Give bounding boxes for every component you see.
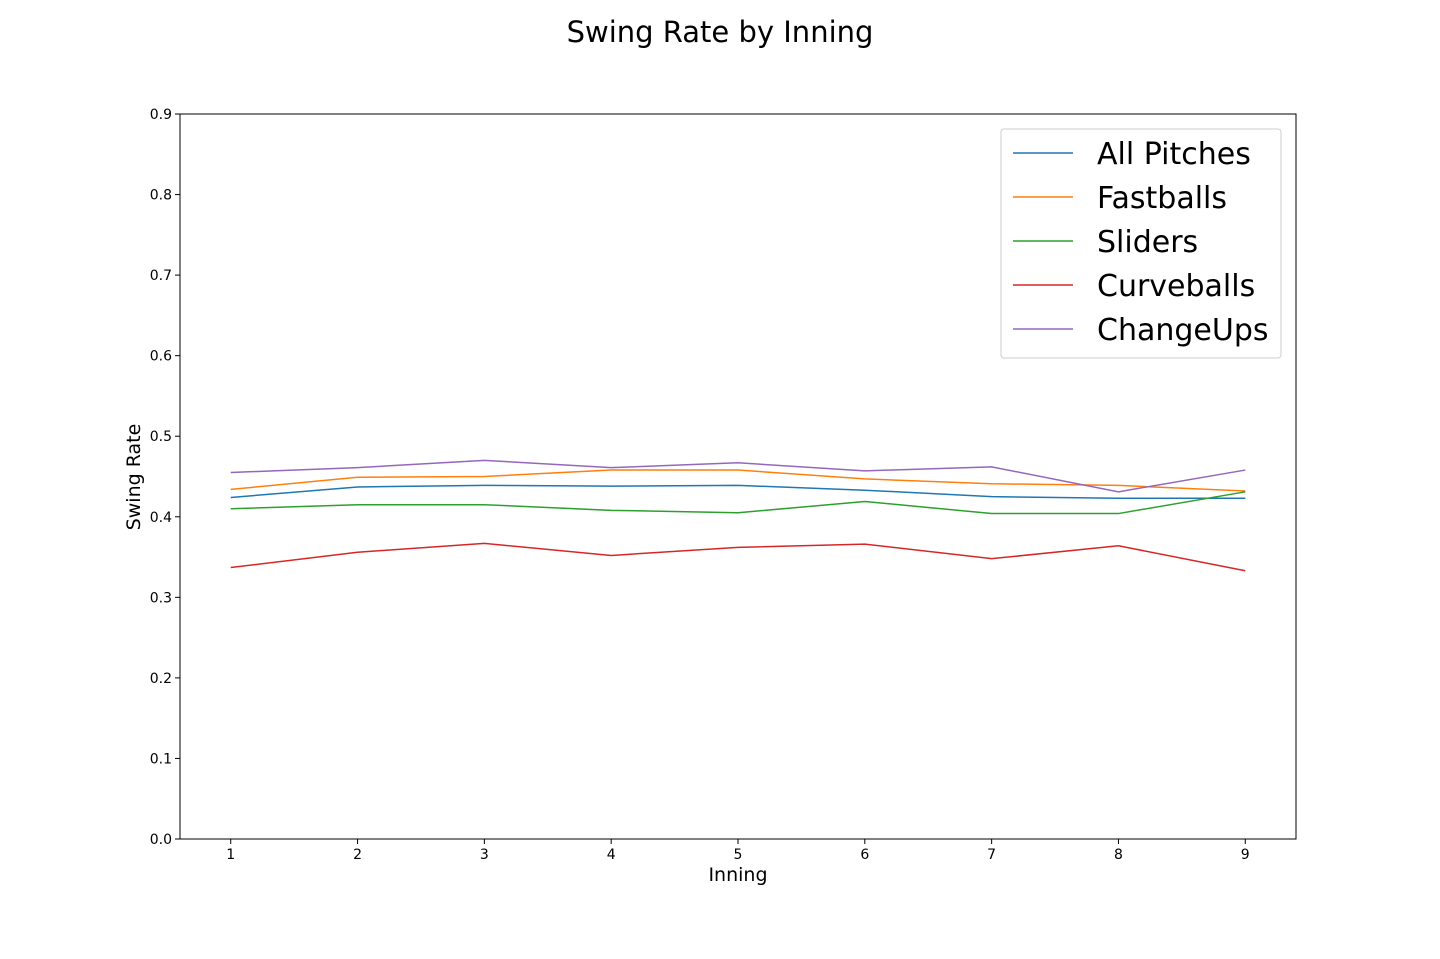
series-group: [230, 459, 1246, 572]
y-tick-label: 0.1: [150, 751, 172, 767]
y-tick-label: 0.4: [150, 510, 172, 526]
series-line-sliders: [230, 491, 1246, 515]
x-tick-label: 5: [734, 847, 743, 863]
legend-label-curveballs: Curveballs: [1097, 269, 1255, 304]
series-line-changeups: [230, 459, 1246, 493]
y-tick-label: 0.9: [150, 107, 172, 123]
plot-area: 1 2 3 4 5 6 7 8 9 0.0 0.1 0.2 0.3 0.4 0.5 0.6 0.7 0.8 0.9: [150, 107, 1297, 863]
series-line-all-pitches: [230, 484, 1246, 499]
legend-label-changeups: ChangeUps: [1097, 313, 1269, 348]
y-tick-label: 0.0: [150, 832, 172, 848]
x-tick-label: 1: [226, 847, 235, 863]
legend-box: [1000, 128, 1282, 359]
x-tick-label: 3: [480, 847, 489, 863]
x-axis: 1 2 3 4 5 6 7 8 9: [226, 839, 1250, 863]
series-line-curveballs: [230, 542, 1246, 572]
legend: All Pitches Fastballs Sliders Curveballs Cha…: [1000, 128, 1282, 359]
x-tick-label: 2: [353, 847, 362, 863]
series-line-fastballs: [230, 469, 1246, 492]
x-axis-label: Inning: [708, 864, 767, 886]
legend-label-sliders: Sliders: [1097, 225, 1198, 260]
y-tick-label: 0.7: [150, 268, 172, 284]
legend-label-fastballs: Fastballs: [1097, 181, 1227, 216]
y-axis-label: Swing Rate: [123, 424, 145, 531]
x-tick-label: 4: [607, 847, 616, 863]
x-tick-label: 8: [1114, 847, 1123, 863]
x-tick-label: 6: [860, 847, 869, 863]
x-tick-label: 9: [1241, 847, 1250, 863]
y-tick-label: 0.3: [150, 590, 172, 606]
y-tick-label: 0.5: [150, 429, 172, 445]
y-axis: 0.0 0.1 0.2 0.3 0.4 0.5 0.6 0.7 0.8 0.9: [150, 107, 180, 848]
y-tick-label: 0.6: [150, 349, 172, 365]
y-tick-label: 0.8: [150, 188, 172, 204]
y-tick-label: 0.2: [150, 671, 172, 687]
legend-label-all-pitches: All Pitches: [1097, 137, 1251, 172]
chart-title: Swing Rate by Inning: [567, 15, 874, 49]
x-tick-label: 7: [987, 847, 996, 863]
